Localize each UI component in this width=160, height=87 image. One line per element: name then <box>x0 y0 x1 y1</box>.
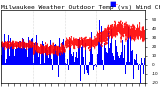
Text: ■: ■ <box>109 1 116 7</box>
Text: --: -- <box>115 2 119 7</box>
Text: Milwaukee Weather Outdoor Temp (vs) Wind Chill per Minute (Last 24 Hours): Milwaukee Weather Outdoor Temp (vs) Wind… <box>1 5 160 10</box>
